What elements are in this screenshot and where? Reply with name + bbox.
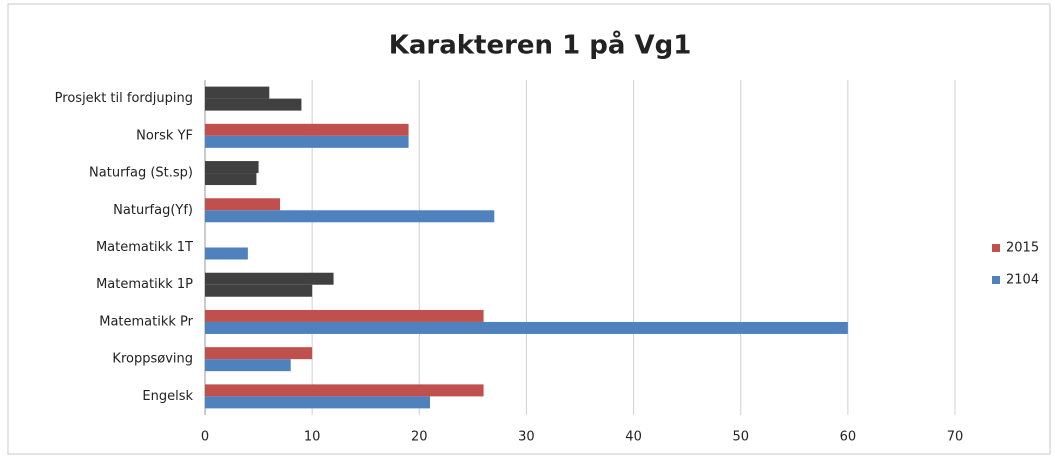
- bar: [205, 359, 291, 372]
- bar: [205, 396, 430, 409]
- bar: [205, 210, 495, 223]
- y-tick-label: Norsk YF: [136, 128, 193, 143]
- legend-swatch: [992, 276, 1000, 284]
- chart-frame: [7, 3, 1051, 455]
- bar: [205, 198, 280, 211]
- x-tick-label: 40: [625, 430, 642, 445]
- x-tick-label: 10: [304, 430, 321, 445]
- bar: [205, 123, 409, 136]
- bar: [205, 247, 248, 260]
- bar: [205, 161, 259, 174]
- x-tick-label: 50: [732, 430, 749, 445]
- x-tick-label: 30: [518, 430, 535, 445]
- bar: [205, 347, 313, 360]
- bar: [205, 384, 484, 397]
- legend-label: 2015: [1006, 241, 1039, 256]
- bar: [205, 173, 257, 186]
- bar: [205, 284, 313, 297]
- y-tick-label: Matematikk 1T: [96, 240, 193, 255]
- x-tick-label: 20: [411, 430, 428, 445]
- y-tick-label: Kroppsøving: [112, 352, 193, 367]
- bar: [205, 272, 334, 285]
- x-tick-label: 60: [840, 430, 857, 445]
- y-tick-label: Matematikk 1P: [96, 277, 193, 292]
- x-tick-label: 70: [947, 430, 964, 445]
- legend-swatch: [992, 244, 1000, 252]
- y-tick-label: Engelsk: [142, 389, 193, 404]
- x-tick-label: 0: [201, 430, 209, 445]
- chart-title: Karakteren 1 på Vg1: [389, 29, 692, 61]
- bar: [205, 98, 302, 111]
- y-tick-label: Naturfag (St.sp): [89, 166, 193, 181]
- bar: [205, 135, 409, 148]
- bar: [205, 86, 270, 99]
- bar: [205, 309, 484, 322]
- y-tick-label: Prosjekt til fordjuping: [55, 91, 193, 106]
- y-tick-label: Matematikk Pr: [99, 314, 193, 329]
- bar: [205, 321, 848, 334]
- y-tick-label: Naturfag(Yf): [113, 203, 193, 218]
- legend-label: 2104: [1006, 273, 1039, 288]
